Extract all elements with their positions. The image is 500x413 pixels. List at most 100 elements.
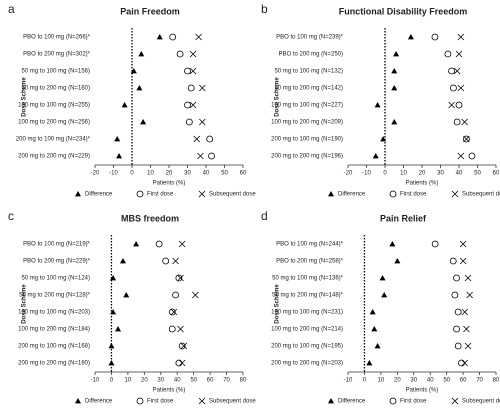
- x-marker: [192, 291, 199, 299]
- circle-marker: [454, 308, 462, 316]
- x-tick-label: -10: [344, 378, 353, 384]
- triangle-marker: [136, 85, 143, 91]
- category-label: 100 mg to 100 mg (N=231): [271, 310, 343, 316]
- series: [372, 34, 414, 159]
- legend-label: Difference: [85, 192, 113, 198]
- category-label: 50 mg to 200 mg (N=128)*: [19, 293, 91, 299]
- legend-label: First dose: [147, 399, 174, 405]
- series: [366, 241, 401, 366]
- legend-label: Subsequent dose: [462, 192, 500, 198]
- triangle-marker: [140, 119, 147, 125]
- triangle-marker: [369, 309, 376, 315]
- circle-marker: [168, 308, 176, 316]
- triangle-marker: [374, 343, 381, 349]
- triangle-marker: [123, 292, 130, 298]
- category-label: PBO to 100 mg (N=266)*: [23, 35, 91, 41]
- legend-label: First dose: [400, 399, 427, 405]
- triangle-marker: [133, 241, 140, 247]
- circle-marker: [389, 190, 397, 198]
- category-label: 200 mg to 100 mg (N=195): [271, 344, 343, 350]
- series: [459, 240, 473, 367]
- x-marker: [197, 152, 204, 160]
- category-label: 100 mg to 200 mg (N=184): [18, 327, 90, 333]
- x-tick-label: 50: [190, 378, 197, 384]
- triangle-marker: [393, 51, 400, 57]
- triangle-marker: [121, 102, 128, 108]
- circle-marker: [458, 359, 465, 367]
- circle-marker: [185, 118, 193, 126]
- circle-marker: [462, 135, 470, 143]
- x-tick-label: -10: [362, 171, 371, 177]
- x-marker: [448, 101, 455, 109]
- category-label: 100 mg to 100 mg (N=227): [271, 103, 343, 109]
- x-tick-label: -10: [109, 171, 118, 177]
- circle-marker: [175, 359, 183, 367]
- circle-marker: [136, 190, 144, 198]
- x-tick-label: 0: [363, 378, 367, 384]
- triangle-marker: [389, 241, 396, 247]
- circle-marker: [431, 240, 439, 248]
- legend-label: First dose: [147, 192, 174, 198]
- series: [431, 240, 465, 367]
- triangle-marker: [381, 292, 388, 298]
- triangle-marker: [407, 34, 414, 40]
- x-marker: [464, 342, 472, 350]
- category-label: 100 mg to 100 mg (N=255): [18, 103, 90, 109]
- triangle-marker: [328, 398, 334, 404]
- panel-label: a: [8, 2, 15, 16]
- legend-label: Subsequent dose: [462, 399, 500, 405]
- legend-label: Difference: [85, 399, 113, 405]
- circle-marker: [453, 118, 461, 126]
- x-marker: [177, 325, 184, 333]
- x-tick-label: 0: [383, 171, 387, 177]
- x-tick-label: 70: [476, 378, 483, 384]
- x-tick-label: 20: [394, 378, 401, 384]
- x-tick-label: 20: [141, 378, 148, 384]
- triangle-marker: [119, 258, 126, 264]
- x-tick-label: 30: [157, 378, 164, 384]
- y-axis-label: Dose Scheme: [22, 77, 28, 117]
- triangle-marker: [372, 153, 379, 159]
- category-label: PBO to 200 mg (N=229)*: [23, 259, 91, 265]
- triangle-marker: [138, 51, 145, 57]
- x-tick-label: 0: [110, 378, 114, 384]
- x-tick-label: 40: [427, 378, 434, 384]
- x-marker: [451, 397, 459, 405]
- triangle-marker: [391, 119, 398, 125]
- circle-marker: [169, 33, 177, 41]
- x-tick-label: 60: [240, 171, 247, 177]
- x-marker: [457, 33, 465, 41]
- x-marker: [466, 291, 473, 299]
- x-marker: [461, 118, 468, 126]
- triangle-marker: [156, 34, 163, 40]
- circle-marker: [172, 291, 179, 299]
- x-tick-label: 10: [400, 171, 407, 177]
- x-tick-label: 30: [437, 171, 444, 177]
- x-marker: [461, 308, 469, 316]
- circle-marker: [206, 135, 214, 143]
- x-tick-label: -20: [344, 171, 353, 177]
- x-tick-label: 30: [410, 378, 417, 384]
- x-marker: [453, 67, 461, 75]
- x-tick-label: 40: [174, 378, 181, 384]
- triangle-marker: [110, 275, 117, 281]
- x-tick-label: 50: [474, 171, 481, 177]
- x-marker: [459, 257, 467, 265]
- x-marker: [464, 274, 472, 282]
- category-label: 50 mg to 200 mg (N=148)*: [272, 293, 344, 299]
- x-marker: [180, 342, 188, 350]
- category-label: 50 mg to 100 mg (N=136)*: [272, 276, 344, 282]
- y-axis-label: Dose Scheme: [275, 284, 281, 324]
- x-marker: [198, 190, 206, 198]
- triangle-marker: [114, 136, 121, 142]
- category-label: PBO to 200 mg (N=250): [278, 52, 343, 58]
- x-marker: [463, 325, 470, 333]
- triangle-marker: [380, 136, 387, 142]
- category-label: 100 mg to 200 mg (N=256): [18, 120, 90, 126]
- circle-marker: [444, 50, 452, 58]
- triangle-marker: [391, 85, 398, 91]
- category-label: PBO to 200 mg (N=302)*: [23, 52, 91, 58]
- y-axis-label: Dose Scheme: [22, 284, 28, 324]
- x-marker: [178, 359, 186, 367]
- circle-marker: [168, 325, 176, 333]
